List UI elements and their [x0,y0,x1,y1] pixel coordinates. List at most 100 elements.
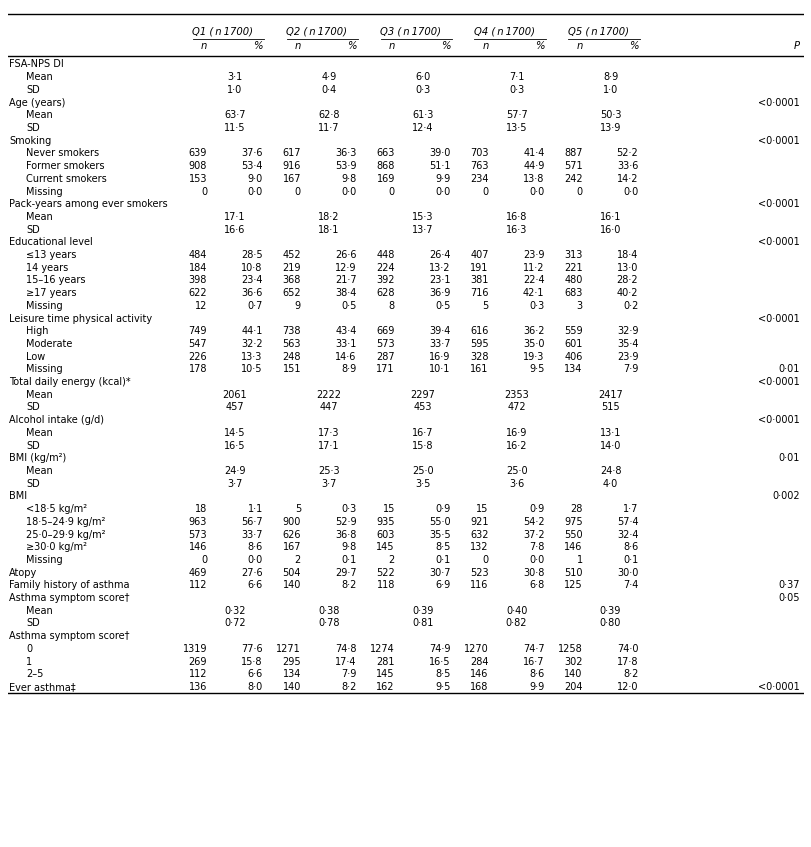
Text: Mean: Mean [27,110,53,120]
Text: 140: 140 [564,669,582,679]
Text: 8·0: 8·0 [247,682,263,692]
Text: 13·3: 13·3 [241,352,263,362]
Text: 8·6: 8·6 [247,542,263,552]
Text: 663: 663 [376,148,394,158]
Text: 13·0: 13·0 [616,263,637,273]
Text: 7·4: 7·4 [622,580,637,590]
Text: 151: 151 [282,364,301,374]
Text: 16·6: 16·6 [224,224,245,235]
Text: 2297: 2297 [410,390,435,400]
Text: 18·5–24·9 kg/m²: 18·5–24·9 kg/m² [27,517,105,527]
Text: 523: 523 [470,567,488,578]
Text: 57·4: 57·4 [616,517,637,527]
Text: 0·05: 0·05 [778,593,799,603]
Text: 4·0: 4·0 [602,479,617,489]
Text: 480: 480 [564,275,582,285]
Text: 234: 234 [470,174,488,184]
Text: 0·40: 0·40 [505,606,526,616]
Text: 50·3: 50·3 [599,110,620,120]
Text: Ever asthma‡: Ever asthma‡ [9,682,75,692]
Text: Age (years): Age (years) [9,97,65,108]
Text: 0: 0 [576,186,582,197]
Text: 9·8: 9·8 [341,542,356,552]
Text: 563: 563 [282,339,301,349]
Text: 8·6: 8·6 [622,542,637,552]
Text: 398: 398 [188,275,207,285]
Text: 52·9: 52·9 [335,517,356,527]
Text: ≤13 years: ≤13 years [27,250,77,260]
Text: 3·7: 3·7 [320,479,336,489]
Text: 2417: 2417 [598,390,622,400]
Text: n: n [482,42,488,51]
Text: 16·9: 16·9 [505,428,526,438]
Text: SD: SD [27,618,40,628]
Text: 219: 219 [282,263,301,273]
Text: 0·0: 0·0 [435,186,450,197]
Text: Mean: Mean [27,390,53,400]
Text: 2222: 2222 [316,390,341,400]
Text: P: P [793,42,799,51]
Text: 3·5: 3·5 [414,479,430,489]
Text: 125: 125 [564,580,582,590]
Text: 136: 136 [188,682,207,692]
Text: 145: 145 [375,542,394,552]
Text: 30·8: 30·8 [522,567,544,578]
Text: 32·2: 32·2 [241,339,263,349]
Text: 652: 652 [282,288,301,298]
Text: 56·7: 56·7 [241,517,263,527]
Text: 132: 132 [470,542,488,552]
Text: 16·0: 16·0 [599,224,620,235]
Text: 617: 617 [282,148,301,158]
Text: FSA-NPS DI: FSA-NPS DI [9,59,63,69]
Text: 935: 935 [375,517,394,527]
Text: 16·7: 16·7 [522,656,544,667]
Text: 33·7: 33·7 [428,339,450,349]
Text: 452: 452 [282,250,301,260]
Text: 16·7: 16·7 [411,428,433,438]
Text: 0·002: 0·002 [771,491,799,501]
Text: 36·2: 36·2 [522,326,544,336]
Text: <0·0001: <0·0001 [757,377,799,387]
Text: n: n [200,42,207,51]
Text: 8: 8 [388,301,394,311]
Text: 36·8: 36·8 [335,529,356,540]
Text: ≥30·0 kg/m²: ≥30·0 kg/m² [27,542,88,552]
Text: 16·5: 16·5 [428,656,450,667]
Text: 571: 571 [564,161,582,171]
Text: 248: 248 [282,352,301,362]
Text: 457: 457 [225,402,244,412]
Text: 0: 0 [200,186,207,197]
Text: 368: 368 [282,275,301,285]
Text: 381: 381 [470,275,488,285]
Text: 0·3: 0·3 [414,85,430,95]
Text: 28·2: 28·2 [616,275,637,285]
Text: 11·5: 11·5 [224,123,246,133]
Text: 0·72: 0·72 [224,618,246,628]
Text: 0·0: 0·0 [529,186,544,197]
Text: 0: 0 [482,186,488,197]
Text: 2–5: 2–5 [27,669,44,679]
Text: 0: 0 [27,644,32,654]
Text: Atopy: Atopy [9,567,37,578]
Text: Asthma symptom score†: Asthma symptom score† [9,593,129,603]
Text: 134: 134 [282,669,301,679]
Text: 242: 242 [564,174,582,184]
Text: 42·1: 42·1 [522,288,544,298]
Text: 15·3: 15·3 [411,212,433,222]
Text: 167: 167 [282,542,301,552]
Text: 191: 191 [470,263,488,273]
Text: 35·4: 35·4 [616,339,637,349]
Text: 17·1: 17·1 [318,440,339,451]
Text: SD: SD [27,402,40,412]
Text: 8·5: 8·5 [435,542,450,552]
Text: 1319: 1319 [182,644,207,654]
Text: 0·0: 0·0 [622,186,637,197]
Text: 18·1: 18·1 [318,224,339,235]
Text: 17·3: 17·3 [318,428,339,438]
Text: 6·6: 6·6 [247,580,263,590]
Text: 550: 550 [564,529,582,540]
Text: %: % [534,42,544,51]
Text: 622: 622 [188,288,207,298]
Text: 167: 167 [282,174,301,184]
Text: 25·0–29·9 kg/m²: 25·0–29·9 kg/m² [27,529,105,540]
